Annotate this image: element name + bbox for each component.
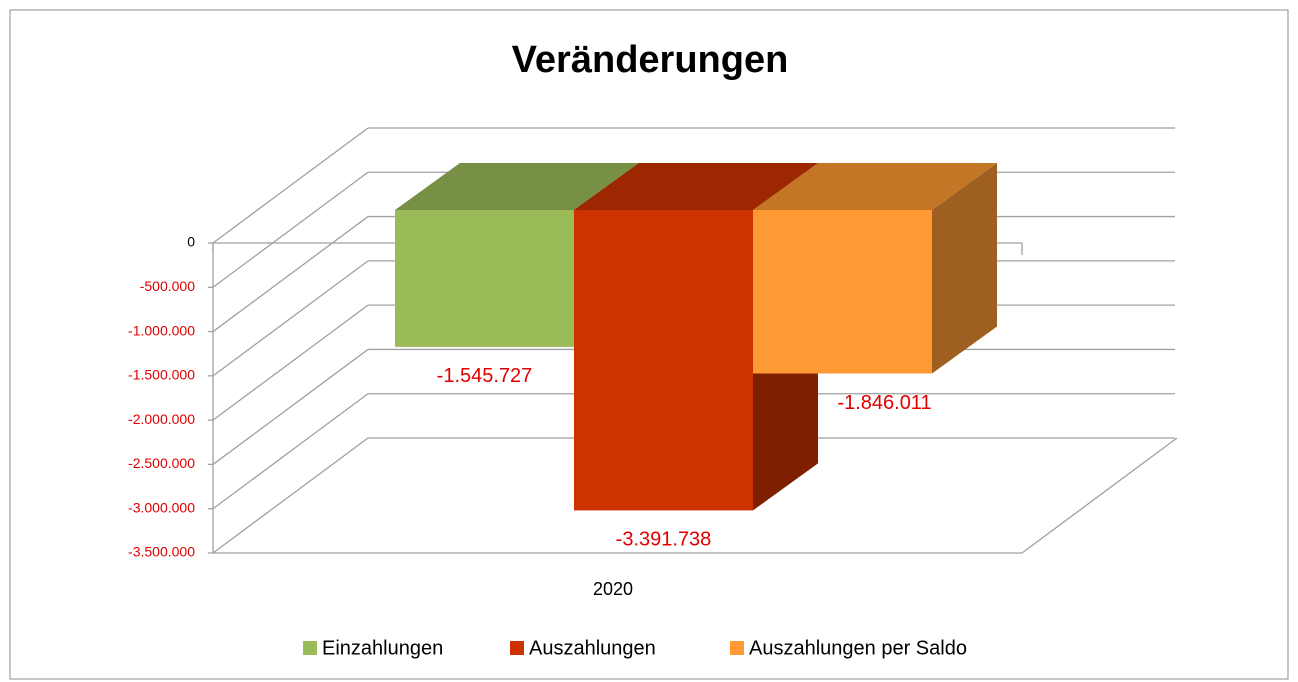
legend-swatch [510, 641, 524, 655]
grid-line [212, 216, 369, 333]
grid-line [212, 437, 369, 554]
bar-top [395, 163, 639, 210]
y-tick-label: 0 [187, 234, 195, 250]
value-label: -1.545.727 [437, 365, 533, 387]
y-tick-label: -1.500.000 [128, 367, 195, 383]
chart-title: Veränderungen [512, 39, 789, 81]
bar [395, 210, 574, 347]
grid-line [212, 348, 369, 465]
bar-top [574, 163, 818, 210]
legend-label: Einzahlungen [322, 637, 443, 659]
bar-side [932, 163, 997, 374]
grid-line [212, 127, 369, 244]
floor-edge [1021, 437, 1178, 554]
legend-swatch [303, 641, 317, 655]
y-tick-label: -2.500.000 [128, 455, 195, 471]
value-label: -1.846.011 [837, 392, 931, 414]
grid-line [212, 393, 369, 510]
grid-line [212, 171, 369, 288]
x-tick-label: 2020 [593, 579, 633, 599]
y-tick-label: -500.000 [140, 278, 195, 294]
legend-swatch [730, 641, 744, 655]
grid-line [212, 304, 369, 421]
bar [753, 210, 932, 374]
y-tick-label: -1.000.000 [128, 322, 195, 338]
bar-top [753, 163, 997, 210]
y-tick-label: -2.000.000 [128, 411, 195, 427]
y-tick-label: -3.000.000 [128, 499, 195, 515]
legend-label: Auszahlungen [529, 637, 656, 659]
grid-line [212, 260, 369, 377]
bar [574, 210, 753, 511]
y-tick-label: -3.500.000 [128, 544, 195, 560]
legend-label: Auszahlungen per Saldo [749, 637, 967, 659]
value-label: -3.391.738 [616, 529, 712, 551]
